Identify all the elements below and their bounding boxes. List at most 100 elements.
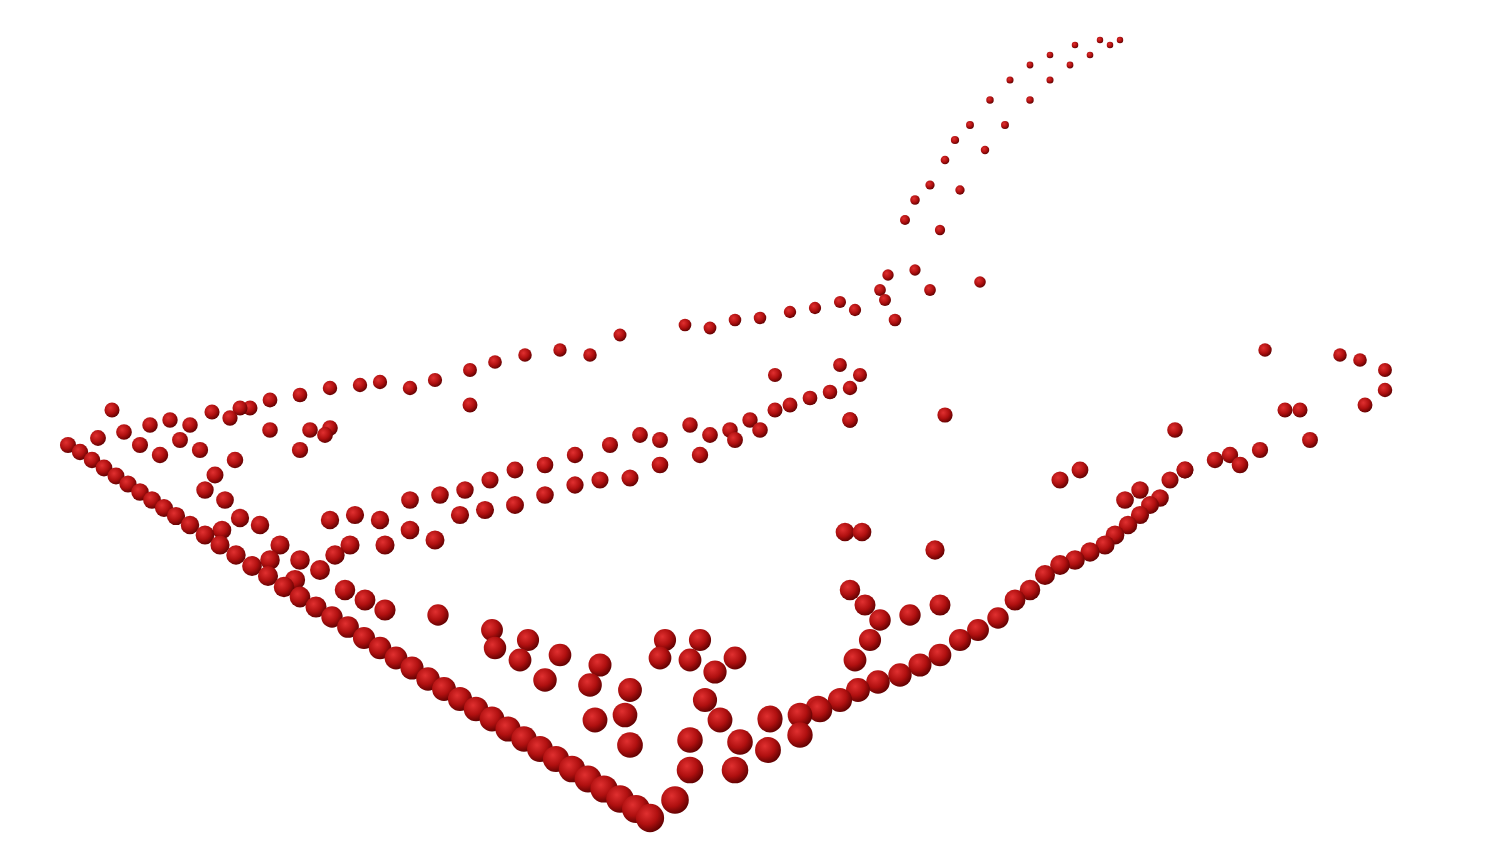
point [925, 180, 934, 189]
point [509, 649, 532, 672]
point [803, 391, 818, 406]
point [869, 609, 891, 631]
point [1277, 402, 1292, 417]
point [427, 604, 448, 625]
point [842, 412, 857, 427]
point [783, 398, 798, 413]
point [981, 146, 989, 154]
point [909, 264, 920, 275]
point [614, 329, 627, 342]
point [484, 637, 506, 659]
point [677, 757, 704, 784]
point [463, 363, 477, 377]
points [60, 37, 1392, 832]
point [724, 647, 747, 670]
point [1302, 432, 1318, 448]
point [966, 121, 974, 129]
point [1097, 37, 1103, 43]
point [679, 649, 702, 672]
point [652, 457, 669, 474]
point [900, 215, 910, 225]
point [1027, 62, 1034, 69]
point [758, 708, 783, 733]
point [727, 432, 743, 448]
point [518, 348, 532, 362]
point [321, 511, 339, 529]
point [849, 304, 861, 316]
point [583, 348, 597, 362]
point [262, 422, 278, 438]
point [1131, 481, 1148, 498]
point [210, 535, 229, 554]
point [1051, 471, 1068, 488]
point [632, 427, 648, 443]
point [222, 410, 237, 425]
point [661, 786, 689, 814]
point [949, 629, 971, 651]
point [588, 653, 611, 676]
point [859, 629, 881, 651]
point [537, 457, 554, 474]
point [355, 590, 376, 611]
point-cloud [0, 0, 1488, 867]
point [899, 604, 920, 625]
point [488, 355, 502, 369]
point [974, 276, 986, 288]
point [353, 378, 367, 392]
point [613, 703, 638, 728]
point [834, 296, 846, 308]
point [196, 481, 213, 498]
point [602, 437, 618, 453]
point [517, 629, 539, 651]
point [910, 195, 920, 205]
point [836, 523, 855, 542]
point [689, 629, 711, 651]
point [426, 531, 445, 550]
point [1232, 457, 1249, 474]
point [882, 269, 893, 280]
point [152, 447, 168, 463]
point [1072, 42, 1079, 49]
point [1378, 383, 1392, 397]
point [729, 314, 742, 327]
point [1177, 462, 1194, 479]
point [787, 722, 812, 747]
point [1292, 402, 1307, 417]
point [1026, 96, 1033, 103]
point [428, 373, 442, 387]
point [908, 653, 931, 676]
point [192, 442, 208, 458]
point [703, 660, 726, 683]
point [854, 594, 875, 615]
point [722, 757, 749, 784]
point [231, 509, 249, 527]
point [879, 294, 891, 306]
point [843, 381, 857, 395]
point [90, 430, 106, 446]
point [373, 375, 387, 389]
point [1378, 363, 1392, 377]
point [1252, 442, 1268, 458]
point [533, 668, 557, 692]
point [431, 486, 449, 504]
point [935, 225, 945, 235]
point [1358, 398, 1373, 413]
point [1001, 121, 1009, 129]
point [1207, 452, 1224, 469]
point [1117, 37, 1123, 43]
point [682, 417, 697, 432]
point [116, 424, 132, 440]
point [636, 804, 664, 832]
point [1047, 52, 1054, 59]
point [823, 385, 838, 400]
point [924, 284, 936, 296]
point [553, 343, 566, 356]
point [456, 481, 473, 498]
point [692, 447, 708, 463]
point [451, 506, 469, 524]
point [481, 471, 498, 488]
point [1005, 590, 1026, 611]
point [617, 732, 643, 758]
point [679, 319, 692, 332]
point [652, 432, 668, 448]
